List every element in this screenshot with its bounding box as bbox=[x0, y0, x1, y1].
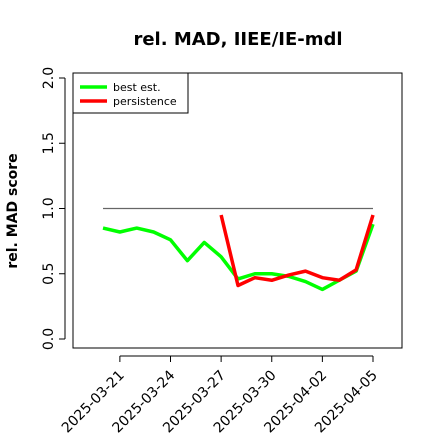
legend-label: persistence bbox=[113, 95, 177, 108]
chart-title: rel. MAD, IIEE/IE-mdl bbox=[133, 29, 342, 50]
y-tick-label: 2.0 bbox=[41, 67, 57, 89]
y-tick-label: 0.0 bbox=[41, 328, 57, 350]
y-tick-label: 1.0 bbox=[41, 197, 57, 219]
legend-label: best est. bbox=[113, 81, 161, 94]
y-tick-label: 1.5 bbox=[41, 132, 57, 154]
y-tick-label: 0.5 bbox=[41, 263, 57, 285]
y-axis: 0.0 0.5 1.0 1.5 2.0 bbox=[41, 67, 66, 350]
y-axis-label: rel. MAD score bbox=[5, 153, 21, 268]
legend-box bbox=[72, 72, 189, 114]
series-group bbox=[102, 214, 375, 292]
x-axis: 2025-03-212025-03-242025-03-272025-03-30… bbox=[59, 355, 381, 436]
legend: best est.persistence bbox=[72, 72, 189, 114]
plot-frame bbox=[72, 72, 403, 349]
series-line-persistence bbox=[219, 214, 375, 288]
